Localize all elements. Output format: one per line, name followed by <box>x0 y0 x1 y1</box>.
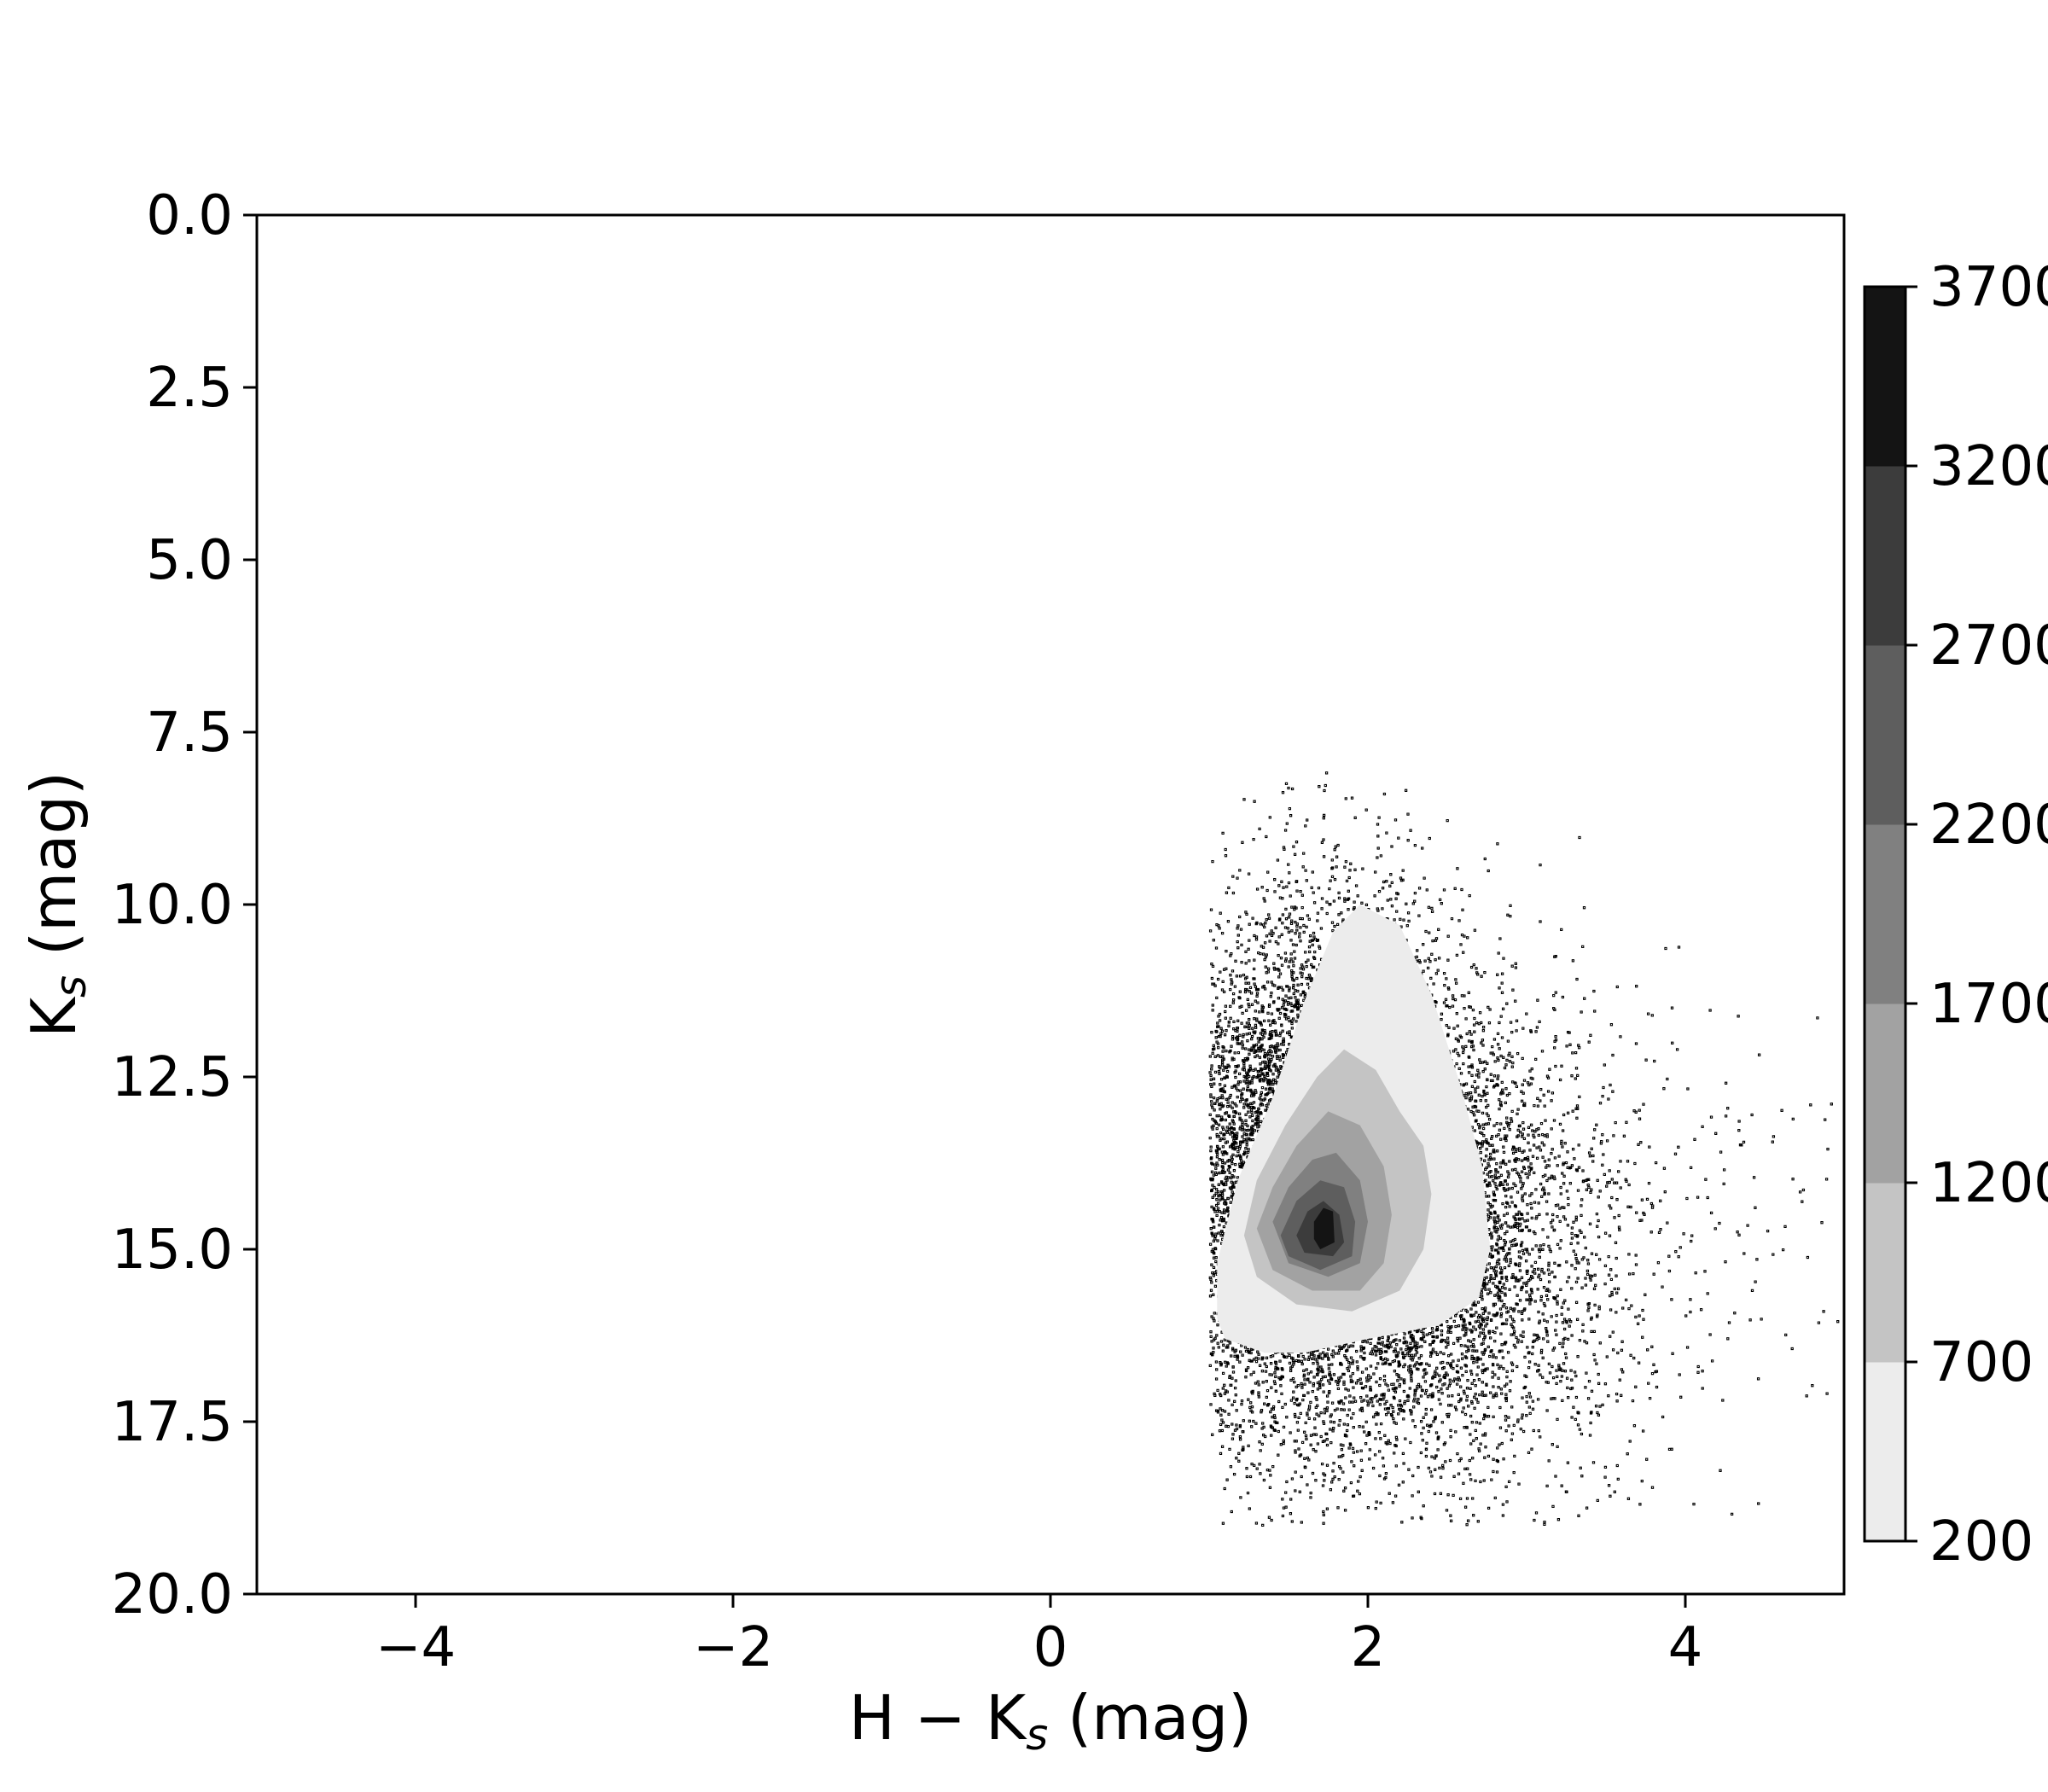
y-tick-label: 2.5 <box>146 357 233 420</box>
colorbar-tick-label: 700 <box>1929 1331 2033 1394</box>
x-tick-label: −4 <box>375 1616 456 1679</box>
contour-level-3200 <box>1313 1207 1335 1249</box>
colorbar-band-3200 <box>1865 287 1905 467</box>
colorbar-band-1700 <box>1865 824 1905 1004</box>
colorbar-tick-label: 1700 <box>1929 973 2048 1036</box>
x-tick-label: −2 <box>693 1616 773 1679</box>
colorbar-ticks: 200 700 1200 1700 2200 2700 3200 3700 <box>1905 256 2048 1574</box>
y-tick-label: 15.0 <box>112 1219 234 1282</box>
y-tick-label: 20.0 <box>112 1563 234 1626</box>
colorbar-band-200 <box>1865 1362 1905 1542</box>
y-tick-label: 0.0 <box>146 184 233 247</box>
x-tick-label: 2 <box>1351 1616 1386 1679</box>
y-tick-label: 7.5 <box>146 701 233 765</box>
y-tick-label: 10.0 <box>112 874 234 937</box>
y-tick-label: 12.5 <box>112 1046 234 1109</box>
x-tick-label: 0 <box>1033 1616 1068 1679</box>
y-tick-label: 17.5 <box>112 1391 234 1454</box>
colorbar-band-700 <box>1865 1183 1905 1363</box>
density-contours <box>1217 905 1491 1353</box>
colorbar-tick-label: 2700 <box>1929 614 2048 678</box>
x-axis-label: H − Ks (mag) <box>849 1682 1253 1760</box>
colorbar: 200 700 1200 1700 2200 2700 3200 3700 <box>1863 256 2048 1574</box>
plot-frame <box>255 213 1846 1596</box>
colorbar-band-2700 <box>1865 466 1905 646</box>
colorbar-tick-label: 3700 <box>1929 256 2048 319</box>
y-tick-label: 5.0 <box>146 529 233 592</box>
colorbar-band-2200 <box>1865 645 1905 825</box>
colorbar-band-1200 <box>1865 1004 1905 1184</box>
colorbar-tick-label: 200 <box>1929 1510 2033 1574</box>
x-tick-label: 4 <box>1668 1616 1703 1679</box>
colorbar-frame <box>1863 285 1907 1543</box>
y-axis-label: Ks (mag) <box>18 771 96 1038</box>
x-axis-ticks: −4 −2 0 2 4 <box>375 1594 1703 1679</box>
colorbar-bands <box>1865 287 1905 1542</box>
colorbar-tick-label: 3200 <box>1929 435 2048 498</box>
y-axis-ticks: 0.0 2.5 5.0 7.5 10.0 12.5 15.0 17.5 20.0 <box>112 184 257 1626</box>
colorbar-tick-label: 1200 <box>1929 1152 2048 1215</box>
colorbar-tick-label: 2200 <box>1929 794 2048 857</box>
